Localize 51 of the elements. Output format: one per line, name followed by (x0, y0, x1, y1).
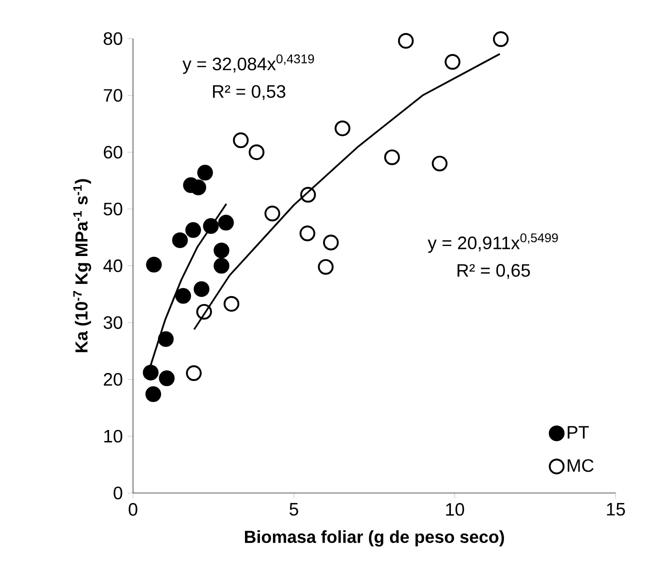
point (384, 149, 400, 166)
point (264, 206, 280, 222)
point (444, 54, 460, 70)
point (186, 365, 202, 382)
point (248, 144, 264, 160)
x-tick-label: 0 (128, 503, 138, 516)
annotation: R² = 0,53 (213, 85, 286, 100)
legend-label: PT (568, 426, 589, 439)
y-tick-label: 30 (104, 316, 122, 329)
point (146, 256, 162, 273)
point (398, 33, 414, 49)
point (318, 259, 334, 275)
point (214, 258, 230, 274)
y-tick-label: 70 (104, 89, 122, 102)
point (158, 370, 175, 386)
point (334, 120, 350, 136)
x-tick-label: 15 (607, 503, 625, 516)
legend-label: MC (568, 459, 594, 472)
y-tick-label: 40 (103, 259, 122, 272)
point (185, 222, 202, 238)
x-tick-label: 10 (446, 503, 464, 516)
y-tick-label: 10 (104, 430, 122, 443)
point (300, 186, 316, 203)
point (224, 296, 240, 312)
point (197, 164, 213, 181)
annotation: R² = 0,65 (458, 264, 530, 279)
point (175, 288, 192, 304)
point (158, 331, 174, 347)
annotation: y = 32,084x$^{0,4319}$ (182, 54, 314, 74)
point (492, 31, 509, 48)
point (214, 242, 230, 258)
y-tick-label: 0 (114, 486, 122, 500)
y-tick-label: 80 (104, 32, 122, 45)
y-tick-label: 50 (104, 202, 122, 216)
point (203, 218, 219, 234)
point (323, 234, 339, 250)
point (218, 214, 234, 230)
point (232, 132, 249, 148)
point (145, 386, 162, 402)
point (172, 232, 188, 248)
y-tick-label: 20 (104, 373, 122, 386)
point (194, 281, 210, 297)
point (142, 364, 159, 380)
x-tick-label: 5 (290, 503, 298, 516)
point (196, 304, 212, 320)
y-tick-label: 60 (104, 146, 122, 159)
point (432, 156, 448, 172)
x-axis-title: Biomasa foliar (g de peso seco) (244, 530, 504, 547)
point (300, 226, 316, 242)
annotation: y = 20,911x$^{0,5499}$ (428, 233, 558, 253)
y-axis-title: Ka (10$^{-7}$ Kg MPa$^{-1}$ s$^{-1}$) (73, 179, 92, 352)
